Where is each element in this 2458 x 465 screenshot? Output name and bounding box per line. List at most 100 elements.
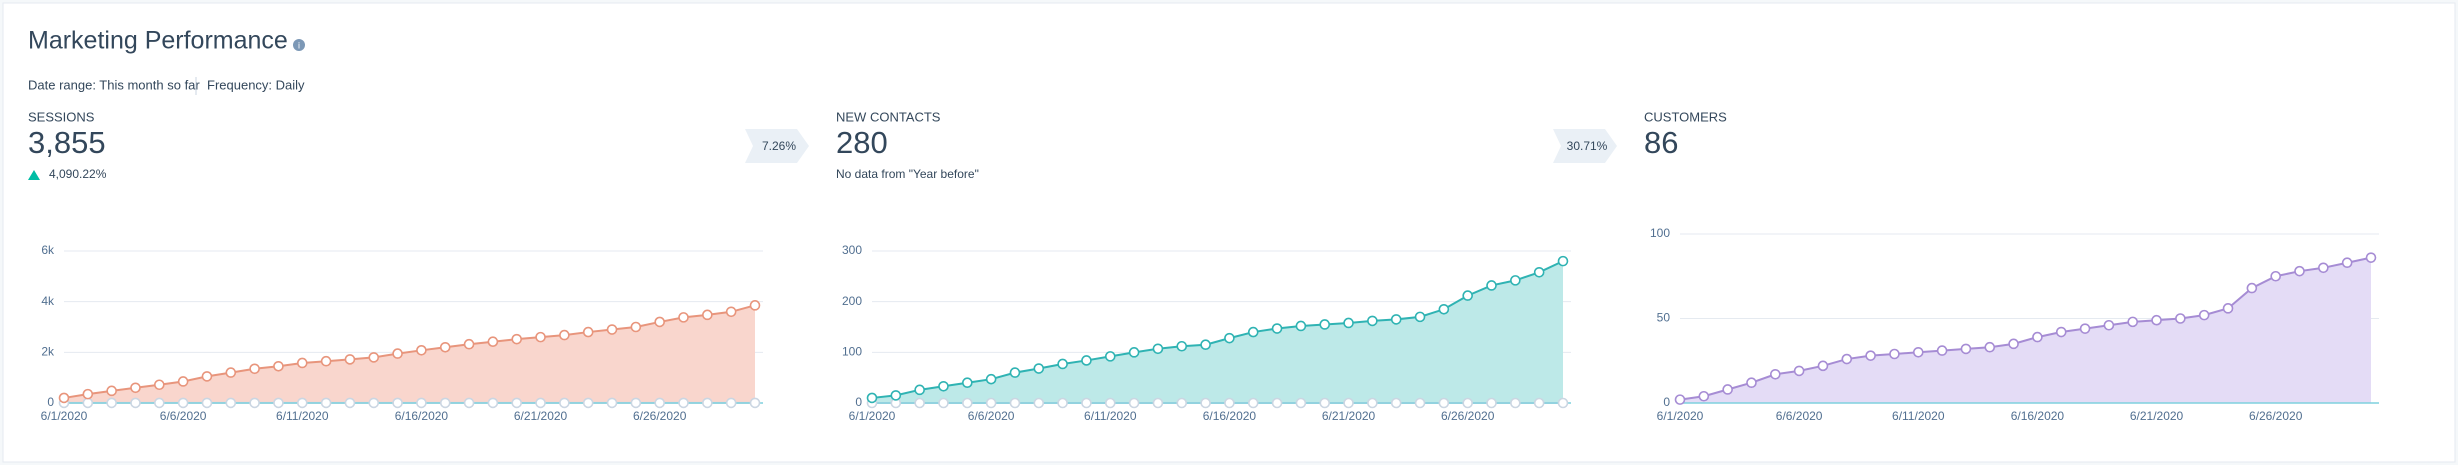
x-tick-label: 6/1/2020 — [1657, 409, 1704, 423]
y-tick-label: 0 — [1663, 395, 1670, 409]
y-tick-label: 6k — [41, 243, 55, 257]
point — [1390, 397, 1402, 409]
point — [2318, 262, 2329, 274]
point — [1271, 397, 1283, 409]
point — [201, 371, 213, 382]
x-tick-label: 6/1/2020 — [849, 409, 896, 423]
x-tick-label: 6/16/2020 — [2011, 409, 2065, 423]
point — [2175, 313, 2186, 324]
point — [2222, 303, 2234, 314]
y-tick-label: 0 — [855, 395, 862, 409]
point — [702, 309, 713, 321]
point — [1319, 397, 1331, 409]
point — [154, 379, 165, 391]
point — [962, 397, 973, 409]
compare-badge — [745, 129, 809, 163]
point — [1960, 343, 1972, 355]
point — [1390, 314, 1402, 325]
point — [654, 316, 665, 328]
metric-title: CUSTOMERS — [1644, 109, 1727, 124]
info-icon-glyph: i — [298, 40, 300, 50]
metric-value: 3,855 — [28, 125, 106, 160]
point — [130, 397, 141, 409]
point — [1486, 397, 1497, 409]
point — [606, 397, 618, 409]
y-tick-label: 100 — [1650, 226, 1670, 240]
point — [1009, 397, 1021, 409]
point — [1841, 353, 1853, 365]
point — [1295, 320, 1307, 332]
point — [2270, 270, 2281, 282]
point — [368, 397, 380, 409]
point — [938, 397, 949, 409]
y-tick-label: 200 — [842, 294, 862, 308]
point — [702, 397, 713, 409]
point — [725, 397, 737, 409]
area — [1680, 257, 2371, 403]
point — [1081, 355, 1092, 366]
point — [1936, 345, 1948, 356]
point — [938, 380, 949, 392]
point — [58, 392, 70, 404]
x-tick-label: 6/21/2020 — [514, 409, 568, 423]
point — [2365, 252, 2377, 263]
point — [1271, 323, 1283, 334]
point — [511, 397, 523, 409]
point — [630, 397, 642, 409]
point — [416, 397, 427, 409]
x-tick-label: 6/11/2020 — [276, 409, 329, 423]
point — [1510, 397, 1521, 409]
y-tick-label: 2k — [41, 345, 55, 359]
point — [1984, 341, 1996, 353]
point — [1224, 397, 1235, 409]
point — [106, 385, 117, 397]
point — [130, 382, 141, 394]
point — [1247, 326, 1259, 338]
point — [1698, 390, 1710, 402]
point — [890, 390, 902, 401]
point — [985, 397, 997, 409]
point — [1081, 397, 1092, 409]
point — [344, 397, 356, 409]
point — [1367, 397, 1378, 409]
point — [1462, 290, 1473, 301]
point — [1793, 365, 1805, 377]
point — [296, 397, 308, 409]
point — [368, 352, 380, 363]
metric-value: 280 — [836, 125, 888, 160]
point — [1104, 351, 1116, 362]
x-tick-label: 6/6/2020 — [968, 409, 1015, 423]
point — [82, 388, 94, 400]
point — [1247, 397, 1259, 409]
point — [177, 376, 189, 387]
point — [1033, 363, 1045, 374]
date-range: Date range: This month so far — [28, 77, 200, 92]
info-icon[interactable] — [293, 39, 305, 51]
point — [535, 331, 546, 343]
point — [1746, 377, 1757, 389]
point — [2079, 323, 2091, 334]
point — [487, 397, 499, 409]
point — [392, 397, 403, 409]
point — [1770, 368, 1781, 380]
metric-title: SESSIONS — [28, 109, 95, 124]
point — [1057, 397, 1068, 409]
point — [2246, 282, 2258, 294]
point — [344, 354, 356, 365]
point — [1104, 397, 1116, 409]
point — [1176, 397, 1188, 409]
point — [511, 333, 523, 345]
compare-value: 30.71% — [1567, 139, 1608, 153]
point — [320, 355, 332, 367]
point — [582, 326, 594, 338]
point — [1128, 347, 1140, 358]
point — [654, 397, 665, 409]
x-tick-label: 6/6/2020 — [1776, 409, 1823, 423]
point — [725, 306, 737, 318]
point — [2151, 314, 2162, 326]
area — [64, 305, 755, 403]
point — [82, 397, 94, 409]
point — [1462, 397, 1473, 409]
frequency: Frequency: Daily — [207, 77, 305, 92]
